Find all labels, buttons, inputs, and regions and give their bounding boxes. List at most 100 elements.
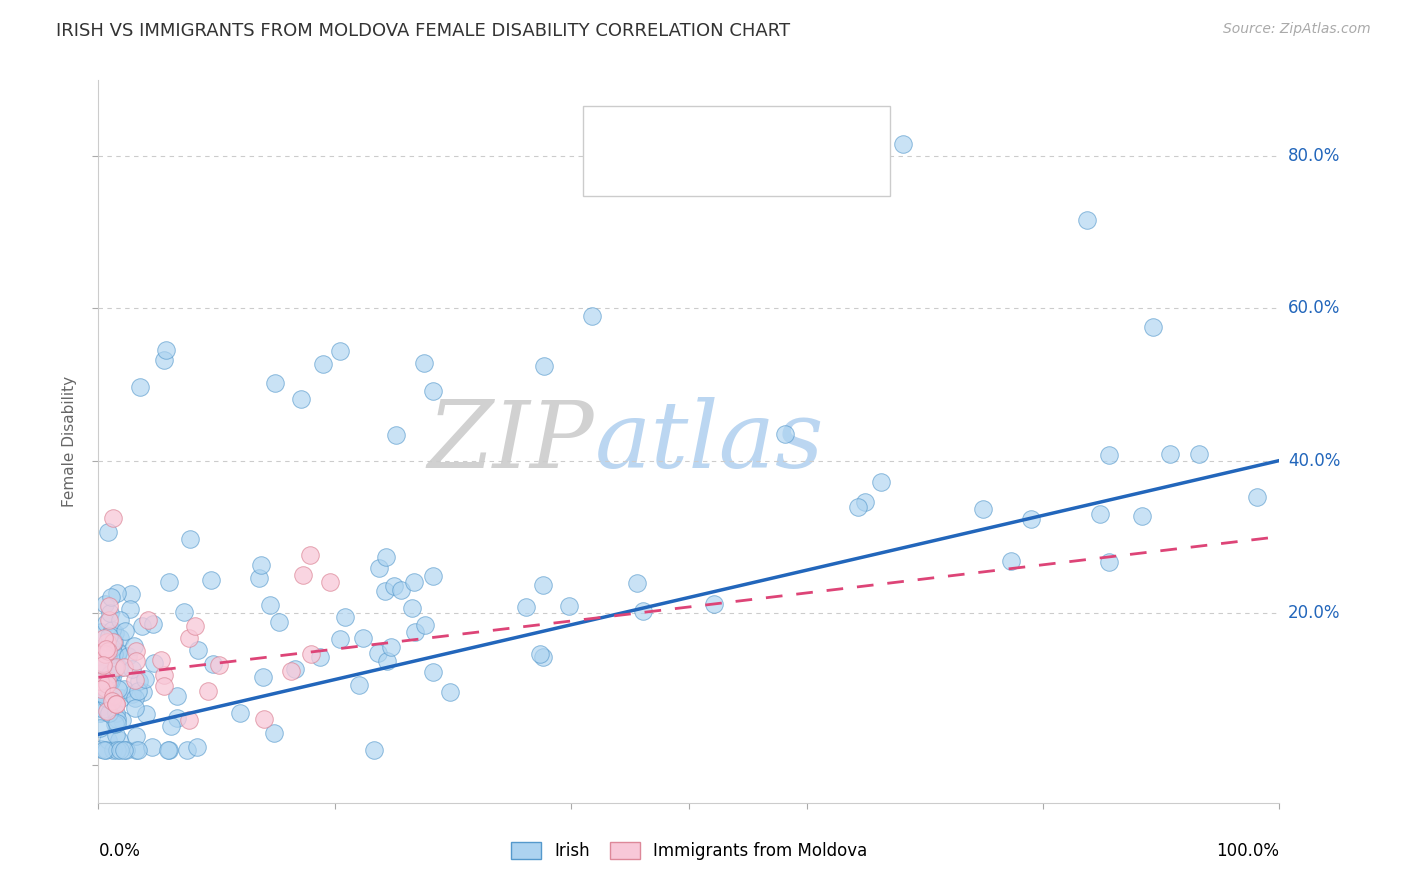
Legend: Irish, Immigrants from Moldova: Irish, Immigrants from Moldova [503,835,875,867]
Point [157,742,180,756]
Point [269,615,291,629]
Point [124,673,146,687]
Point [90,682,112,697]
Point [319,574,342,589]
Point [121,687,143,701]
Point [97,524,120,539]
Point [382,579,405,593]
Point [100,673,122,688]
Point [1246,490,1268,504]
Text: Source: ZipAtlas.com: Source: ZipAtlas.com [1223,22,1371,37]
Point [703,597,725,611]
Point [107,681,129,696]
Text: IRISH VS IMMIGRANTS FROM MOLDOVA FEMALE DISABILITY CORRELATION CHART: IRISH VS IMMIGRANTS FROM MOLDOVA FEMALE … [56,22,790,40]
Point [105,586,128,600]
Point [363,742,385,756]
Point [112,682,135,697]
Point [98,674,121,689]
Point [91,657,114,672]
Point [374,550,396,565]
Point [247,571,270,585]
Point [375,654,398,668]
Point [97,733,120,747]
Point [98,606,121,620]
Point [422,569,444,583]
Point [98,666,121,681]
Point [153,353,176,368]
Point [374,584,396,599]
Point [179,631,201,645]
Point [114,742,136,756]
Point [367,646,389,660]
Point [352,632,374,646]
Point [264,376,287,391]
Point [173,605,195,619]
Point [132,685,155,699]
Point [869,475,891,489]
Point [531,578,554,592]
Point [141,740,163,755]
Text: 0.0%: 0.0% [98,842,141,860]
Point [105,716,128,731]
Point [101,624,124,638]
Point [149,653,172,667]
Point [166,710,188,724]
Point [153,679,176,693]
Point [1098,448,1121,462]
Point [1188,447,1211,461]
Point [439,685,461,699]
Point [89,643,111,657]
Point [107,646,129,660]
Point [105,706,128,721]
Point [385,428,408,442]
Point [581,309,603,323]
Point [773,427,796,442]
Point [229,706,252,720]
Point [90,624,112,639]
Point [631,604,654,618]
Point [127,684,149,698]
Point [1076,213,1098,227]
Point [401,601,423,615]
Point [368,561,391,575]
Point [152,667,174,681]
Point [179,532,201,546]
Point [96,690,118,705]
Text: atlas: atlas [595,397,824,486]
Point [187,643,209,657]
Point [111,713,134,727]
Point [105,742,128,756]
Point [309,649,332,664]
Point [110,613,132,627]
Point [389,583,412,598]
Point [208,657,231,672]
Point [125,643,148,657]
Point [131,619,153,633]
Point [1132,508,1154,523]
Point [101,510,124,524]
Point [89,706,111,721]
Point [94,742,117,756]
Point [101,689,124,703]
Point [404,574,426,589]
Point [94,597,117,611]
Point [1000,553,1022,567]
Point [157,742,180,756]
Point [100,590,122,604]
Point [94,647,117,661]
Point [855,494,877,508]
Point [347,678,370,692]
Point [108,732,131,747]
Point [97,644,120,658]
Text: 20.0%: 20.0% [1288,604,1340,622]
Text: 40.0%: 40.0% [1288,451,1340,469]
Point [891,136,914,151]
Point [94,615,117,630]
FancyBboxPatch shape [582,105,890,196]
Point [183,619,205,633]
Point [103,647,125,661]
Point [422,384,444,398]
Point [104,625,127,640]
Y-axis label: Female Disability: Female Disability [62,376,77,508]
Point [91,659,114,673]
